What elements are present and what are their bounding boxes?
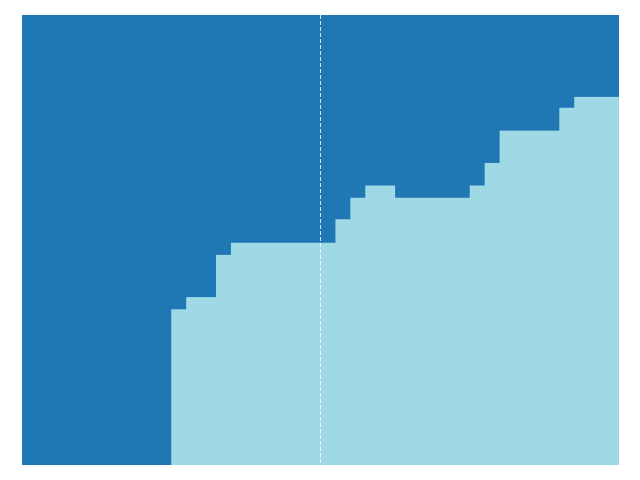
plot-area — [22, 15, 619, 466]
